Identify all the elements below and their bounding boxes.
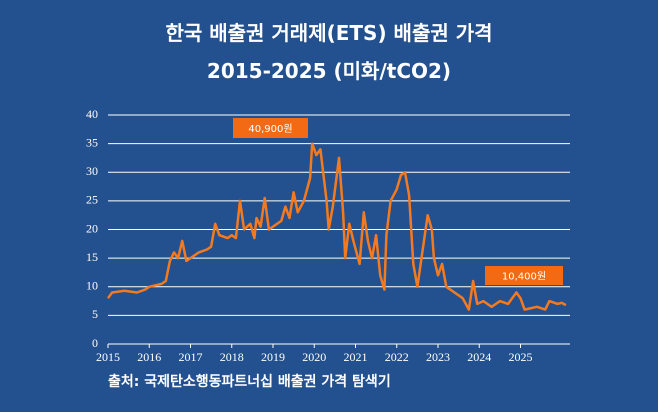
y-tick-label: 10 [86, 279, 98, 293]
y-tick-label: 15 [86, 250, 98, 264]
x-tick-label: 2022 [385, 350, 409, 364]
y-tick-label: 30 [86, 164, 98, 178]
y-tick-label: 25 [86, 193, 98, 207]
x-tick-label: 2020 [302, 350, 326, 364]
y-tick-label: 0 [92, 336, 98, 350]
annotation: 40,900원 [248, 123, 292, 135]
x-tick-label: 2019 [261, 350, 285, 364]
chart-title: 한국 배출권 거래제(ETS) 배출권 가격 [165, 21, 492, 45]
x-tick-label: 2025 [509, 350, 533, 364]
annotation: 10,400원 [502, 271, 546, 283]
x-tick-label: 2021 [344, 350, 368, 364]
x-tick-label: 2024 [467, 350, 491, 364]
y-tick-label: 5 [92, 307, 98, 321]
source: 출처: 국제탄소행동파트너십 배출권 가격 탐색기 [108, 373, 391, 390]
annotation-box [485, 266, 563, 285]
y-tick-label: 20 [86, 221, 98, 235]
annotation-box [233, 118, 308, 138]
price-line [106, 142, 567, 311]
x-tick-label: 2016 [137, 350, 161, 364]
x-tick-label: 2023 [426, 350, 450, 364]
x-tick-label: 2015 [96, 350, 120, 364]
y-tick-label: 35 [86, 135, 98, 149]
y-tick-label: 40 [86, 107, 98, 121]
chart-subtitle: 2015-2025 (미화/tCO2) [207, 59, 451, 83]
x-tick-label: 2018 [220, 350, 244, 364]
x-tick-label: 2017 [179, 350, 203, 364]
